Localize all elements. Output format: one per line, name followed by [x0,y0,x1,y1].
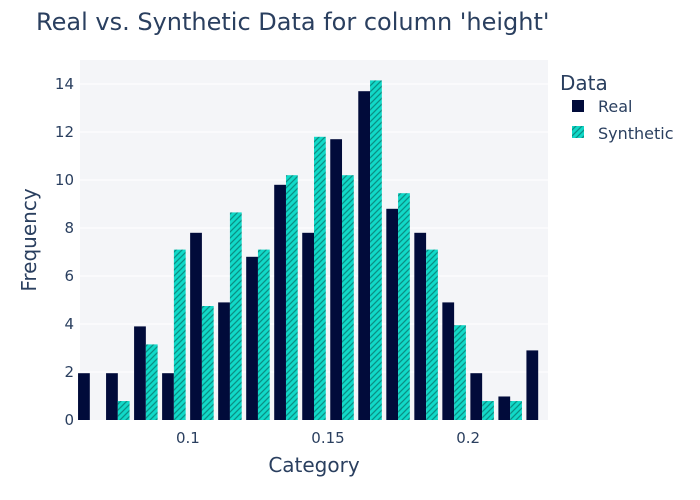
bar-real [274,184,286,420]
bar-synthetic [173,249,186,420]
bar-real [526,350,539,420]
bar-synthetic [314,136,326,421]
bar-real [162,373,174,420]
y-tick-label: 10 [55,171,74,189]
bar-synthetic [482,401,494,420]
bar-synthetic [145,344,158,420]
y-axis-ticks: 0 2 4 6 8 10 12 14 [55,75,74,429]
x-tick-label: 0.1 [176,429,200,447]
y-tick-label: 6 [64,267,74,285]
bar-real [386,208,399,420]
bar-real [330,139,343,420]
legend-swatch-synthetic [572,126,584,138]
bar-real [78,373,90,420]
bar-real [302,232,314,420]
legend-swatch-real [572,100,584,112]
bar-real [442,302,455,420]
y-tick-label: 14 [55,75,74,93]
bar-synthetic [257,249,270,420]
legend-title: Data [560,71,608,95]
bars [78,80,539,421]
bar-real [246,256,258,420]
bar-synthetic [342,175,354,420]
y-tick-label: 4 [64,315,74,333]
bar-synthetic [398,193,410,420]
bar-synthetic [285,175,298,420]
legend-label-real: Real [598,97,633,116]
x-tick-label: 0.2 [456,429,480,447]
x-axis-ticks: 0.1 0.15 0.2 [176,429,480,447]
x-axis-title: Category [268,453,360,477]
bar-synthetic [229,212,242,420]
legend: Data Real Synthetic [560,71,674,143]
bar-real [414,232,427,420]
bar-synthetic [510,401,522,420]
bar-real [358,91,371,420]
bar-synthetic [454,325,466,420]
legend-label-synthetic: Synthetic [598,124,674,143]
bar-synthetic [201,306,214,420]
y-axis-title: Frequency [17,188,41,291]
y-tick-label: 2 [64,363,74,381]
bar-real [190,232,202,420]
y-tick-label: 8 [64,219,74,237]
y-tick-label: 0 [64,411,74,429]
bar-real [470,373,483,420]
bar-synthetic [426,249,438,420]
bar-synthetic [370,80,382,421]
bar-real [106,373,118,420]
bar-real [498,396,511,420]
y-tick-label: 12 [55,123,74,141]
bar-synthetic [117,401,130,420]
bar-real [218,302,230,420]
chart-title: Real vs. Synthetic Data for column 'heig… [36,8,550,36]
bar-real [134,326,146,420]
x-tick-label: 0.15 [311,429,344,447]
